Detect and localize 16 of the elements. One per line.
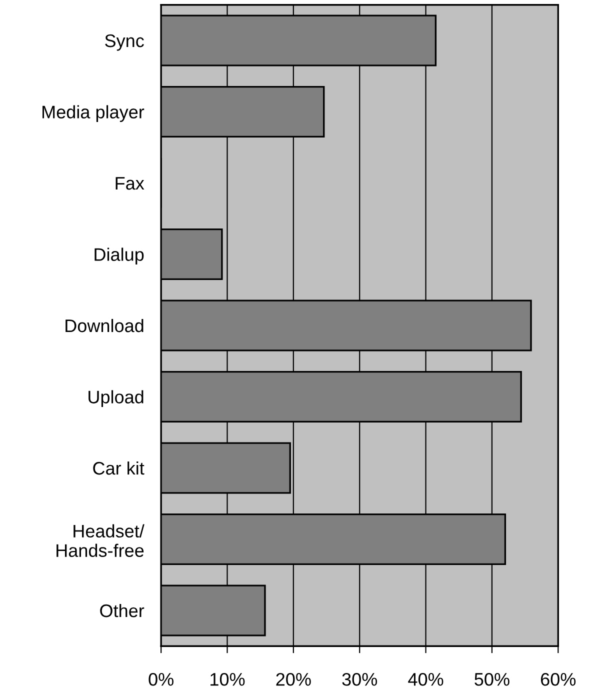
- y-tick-label: Sync: [105, 34, 144, 51]
- x-tick-label: 40%: [408, 672, 444, 686]
- y-tick-label: Download: [66, 318, 144, 332]
- y-tick-label: Media player: [42, 105, 144, 122]
- x-tick-label: 20%: [276, 672, 311, 686]
- x-tick-label: 50%: [474, 672, 510, 686]
- y-tick-label: Headset/ Hands-free: [56, 524, 144, 557]
- y-tick-label: Dialup: [94, 248, 144, 265]
- y-tick-label: Upload: [88, 390, 144, 408]
- y-tick-label: Car kit: [93, 461, 144, 475]
- y-tick-label: Other: [100, 604, 144, 618]
- x-tick-label: 30%: [342, 672, 378, 686]
- x-tick-label: 60%: [540, 672, 576, 686]
- y-tick-label: Fax: [116, 177, 144, 190]
- x-tick-label: 10%: [210, 672, 245, 686]
- x-tick-label: 0%: [148, 672, 174, 686]
